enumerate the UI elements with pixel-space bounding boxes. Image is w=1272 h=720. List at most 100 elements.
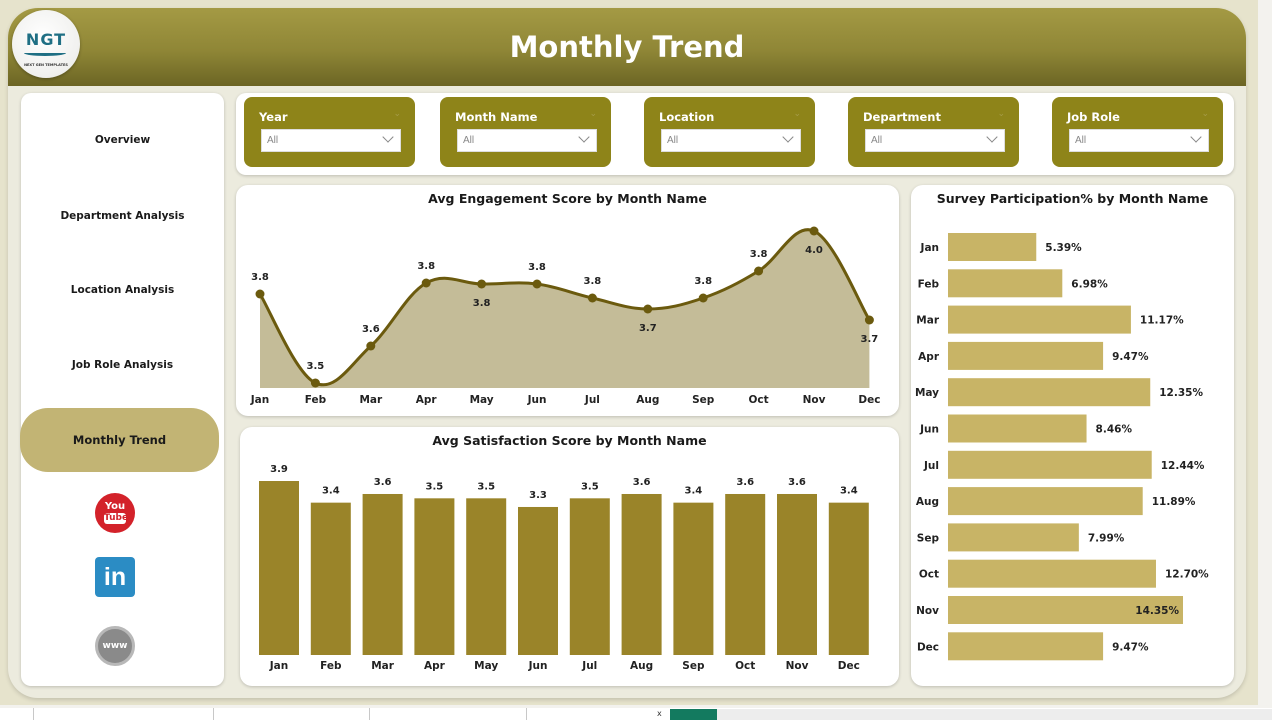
y-axis-label: May: [915, 387, 939, 399]
y-axis-label: Sep: [917, 532, 940, 544]
bar: [948, 378, 1151, 407]
nav-item-location-analysis[interactable]: Location Analysis: [21, 270, 224, 310]
y-axis-label: Nov: [916, 605, 939, 617]
linkedin-icon: in: [95, 557, 135, 597]
bar: [310, 502, 351, 655]
sidebar-nav: Overview Department Analysis Location An…: [20, 93, 224, 686]
y-axis-label: Aug: [916, 496, 939, 508]
y-axis-label: Oct: [919, 569, 939, 581]
slicer-label: Job Role: [1067, 110, 1120, 124]
data-label: 11.89%: [1152, 496, 1196, 508]
x-axis-label: Mar: [371, 660, 395, 672]
data-label: 3.6: [633, 477, 651, 488]
data-label: 11.17%: [1140, 315, 1184, 327]
data-label: 5.39%: [1045, 242, 1082, 254]
data-point-marker: [698, 293, 708, 303]
bar: [518, 506, 558, 655]
location-dropdown[interactable]: All: [661, 129, 801, 152]
slicer-collapse-chevron-icon[interactable]: ⌄: [793, 109, 801, 119]
job-role-dropdown[interactable]: All: [1069, 129, 1209, 152]
dropdown-value: All: [871, 135, 883, 146]
slicer-department: Department ⌄ All: [848, 97, 1019, 167]
bar: [466, 498, 507, 655]
data-label: 3.8: [251, 272, 269, 283]
chevron-down-icon: [578, 131, 590, 143]
nav-item-label: Monthly Trend: [72, 433, 167, 447]
bar: [948, 341, 1104, 370]
data-point-marker: [366, 341, 376, 351]
data-point-marker: [809, 226, 819, 236]
slicer-label: Department: [863, 110, 941, 124]
active-sheet-tab[interactable]: [670, 709, 717, 720]
data-label: 12.35%: [1159, 387, 1203, 399]
x-axis-label: Jan: [250, 394, 269, 406]
filter-bar: Year ⌄ All Month Name ⌄ All Location ⌄ A…: [236, 93, 1234, 175]
slicer-job-role: Job Role ⌄ All: [1052, 97, 1223, 167]
data-label: 3.8: [750, 249, 768, 260]
nav-item-monthly-trend[interactable]: Monthly Trend: [20, 408, 219, 472]
slicer-collapse-chevron-icon[interactable]: ⌄: [589, 109, 597, 119]
data-label: 7.99%: [1088, 532, 1125, 544]
y-axis-label: Feb: [918, 278, 940, 290]
month-name-dropdown[interactable]: All: [457, 129, 597, 152]
data-point-marker: [532, 279, 542, 289]
header-banner: Monthly Trend: [8, 8, 1246, 86]
chevron-down-icon: [382, 131, 394, 143]
bar: [948, 596, 1183, 624]
page-title: Monthly Trend: [509, 30, 745, 64]
bar: [948, 632, 1104, 661]
data-point-marker: [754, 266, 764, 276]
logo-swoosh-icon: [24, 50, 66, 56]
nav-item-label: Department Analysis: [60, 210, 185, 222]
y-axis-label: Jan: [920, 242, 939, 254]
slicer-label: Month Name: [455, 110, 538, 124]
data-point-marker: [421, 278, 431, 288]
bar: [414, 498, 455, 655]
tab-close-icon[interactable]: x: [657, 709, 662, 718]
x-axis-label: Feb: [320, 660, 342, 672]
department-dropdown[interactable]: All: [865, 129, 1005, 152]
tab-divider: [213, 708, 214, 720]
nav-item-job-role-analysis[interactable]: Job Role Analysis: [21, 345, 224, 385]
dropdown-value: All: [667, 135, 679, 146]
data-label: 3.4: [840, 486, 858, 497]
trend-line: [258, 228, 871, 387]
data-label: 3.6: [736, 477, 754, 488]
website-link[interactable]: www: [95, 626, 135, 666]
x-axis-label: Apr: [416, 394, 438, 406]
participation-chart-card: Survey Participation% by Month Name Jan 5…: [911, 185, 1234, 686]
x-axis-label: Jan: [269, 660, 288, 672]
engagement-area-chart: 3.8 Jan 3.5 Feb 3.6 Mar 3.8 Apr 3.8 May 3.8 Jun 3.8 J…: [250, 226, 880, 406]
nav-item-overview[interactable]: Overview: [21, 120, 224, 160]
nav-item-department-analysis[interactable]: Department Analysis: [21, 196, 224, 236]
data-label: 3.8: [584, 276, 602, 287]
bar: [259, 481, 299, 655]
youtube-link[interactable]: You Tube: [95, 493, 135, 533]
x-axis-label: Sep: [692, 394, 715, 406]
data-label: 3.6: [374, 477, 392, 488]
linkedin-link[interactable]: in: [95, 557, 135, 597]
slicer-collapse-chevron-icon[interactable]: ⌄: [393, 109, 401, 119]
slicer-collapse-chevron-icon[interactable]: ⌄: [997, 109, 1005, 119]
chevron-down-icon: [986, 131, 998, 143]
x-axis-label: Dec: [838, 660, 860, 672]
slicer-label: Location: [659, 110, 715, 124]
slicer-collapse-chevron-icon[interactable]: ⌄: [1201, 109, 1209, 119]
x-axis-label: Nov: [803, 394, 826, 406]
data-label: 9.47%: [1112, 351, 1149, 363]
x-axis-label: Mar: [359, 394, 383, 406]
data-label: 14.35%: [1135, 605, 1179, 617]
year-dropdown[interactable]: All: [261, 129, 401, 152]
engagement-chart-card: Avg Engagement Score by Month Name 3.8 Ja…: [236, 185, 899, 416]
dropdown-value: All: [463, 135, 475, 146]
x-axis-label: Aug: [636, 394, 659, 406]
ngt-logo: NGT NEXT GEN TEMPLATES: [12, 10, 80, 78]
data-label: 3.4: [322, 486, 340, 497]
x-axis-label: Jun: [527, 394, 547, 406]
x-axis-label: Nov: [786, 660, 809, 672]
data-label: 3.7: [639, 323, 657, 334]
bar: [948, 414, 1087, 443]
y-axis-label: Dec: [917, 641, 939, 653]
data-point-marker: [310, 378, 320, 388]
data-label: 3.7: [861, 334, 879, 345]
